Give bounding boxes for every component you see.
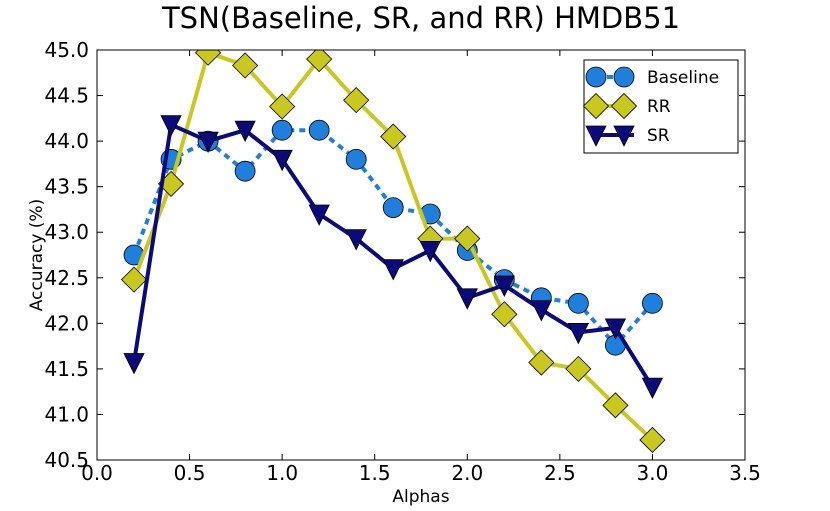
series-line-baseline [132, 128, 654, 348]
y-tick-label: 41.0 [44, 402, 89, 426]
data-point-rr [120, 266, 148, 293]
chart-title: TSN(Baseline, SR, and RR) HMDB51 [161, 1, 680, 35]
x-axis-title: Alphas [392, 487, 449, 507]
data-point-sr [271, 149, 293, 172]
data-point-rr [343, 87, 370, 114]
legend-marker-sr [613, 125, 635, 147]
data-point-sr [160, 115, 182, 137]
data-point-rr [306, 50, 333, 73]
legend-marker-rr [610, 92, 638, 120]
y-tick-label: 42.0 [44, 311, 89, 335]
data-point-rr [565, 355, 592, 382]
data-point-baseline [382, 197, 404, 219]
data-point-rr [528, 349, 555, 376]
legend-label-sr: SR [647, 126, 670, 146]
y-tick-label: 40.5 [44, 448, 89, 472]
data-point-rr [380, 123, 407, 150]
x-tick-label: 1.0 [266, 461, 298, 485]
data-point-sr [456, 288, 478, 310]
legend: Baseline RR SR [582, 59, 739, 154]
x-tick-label: 3.5 [729, 461, 761, 485]
legend-marker-baseline [585, 66, 607, 88]
series-group [120, 50, 666, 454]
data-point-sr [197, 131, 219, 154]
legend-label-baseline: Baseline [647, 68, 719, 88]
data-point-baseline [345, 148, 367, 170]
plot-frame [96, 49, 746, 461]
data-point-sr [641, 377, 664, 400]
data-point-sr [419, 241, 441, 263]
x-tick-label: 1.5 [359, 461, 391, 485]
legend-label-rr: RR [647, 97, 671, 117]
x-tick-label: 3.0 [637, 461, 669, 485]
data-point-sr [123, 353, 145, 375]
series-line-sr [132, 122, 655, 389]
y-tick-label: 42.5 [44, 266, 89, 290]
data-point-rr [232, 52, 259, 79]
legend-marker-baseline [613, 66, 635, 88]
y-tick-label: 45.0 [44, 38, 89, 62]
data-point-sr [604, 318, 627, 340]
data-point-rr [491, 301, 518, 328]
data-point-rr [195, 50, 222, 66]
x-tick-label: 2.0 [451, 461, 483, 485]
data-point-rr [454, 225, 481, 252]
y-tick-label: 43.5 [44, 175, 89, 199]
data-point-baseline [271, 119, 293, 141]
data-point-sr [530, 300, 552, 322]
y-tick-label: 41.5 [44, 357, 89, 381]
y-tick-label: 44.0 [44, 129, 89, 153]
data-point-baseline [567, 292, 589, 314]
data-point-sr [345, 229, 367, 251]
series-line-rr [132, 50, 654, 442]
data-point-sr [382, 259, 404, 281]
data-point-rr [269, 93, 296, 120]
data-point-rr [602, 392, 629, 419]
x-tick-label: 0.0 [81, 461, 113, 485]
data-point-sr [567, 323, 590, 345]
plot-area: 0.0 0.5 1.0 1.5 2.0 2.5 3.0 3.5 40.5 41.0 41.5 42.0… [44, 38, 760, 485]
data-point-sr [234, 120, 256, 143]
data-point-rr [639, 426, 666, 454]
y-axis-title: Accuracy (%) [27, 199, 47, 311]
data-point-baseline [642, 292, 663, 314]
data-point-sr [493, 275, 515, 297]
data-point-baseline [308, 119, 330, 141]
data-point-sr [308, 204, 330, 226]
y-tick-label: 43.0 [44, 220, 89, 244]
data-point-baseline [234, 160, 256, 182]
x-tick-label: 2.5 [544, 461, 576, 485]
x-tick-label: 0.5 [174, 461, 206, 485]
legend-marker-sr [585, 125, 607, 147]
y-tick-label: 44.5 [44, 84, 89, 108]
legend-marker-rr [582, 92, 610, 120]
